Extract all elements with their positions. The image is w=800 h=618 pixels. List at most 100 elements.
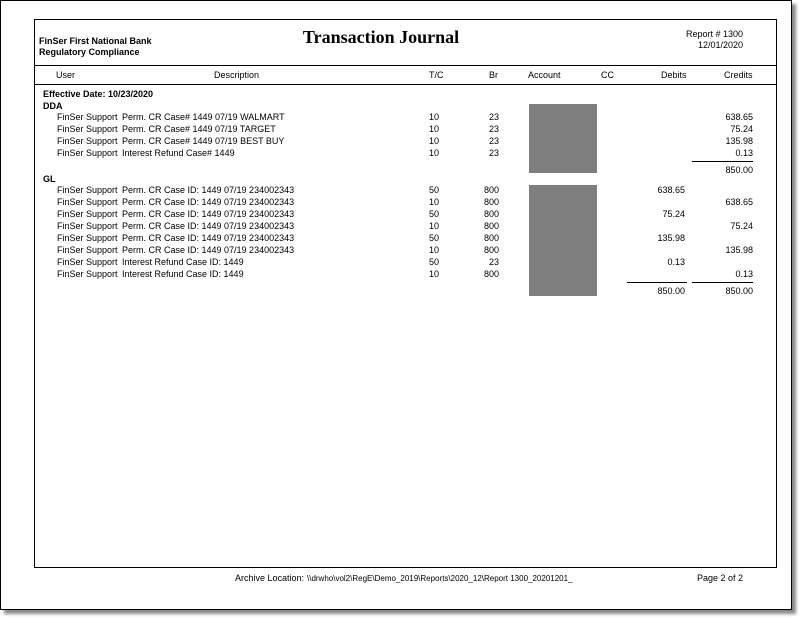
row-branch: 800	[483, 269, 499, 279]
bank-header: FinSer First National Bank Regulatory Co…	[39, 36, 152, 58]
section-gl: GL	[43, 174, 56, 184]
table-row: FinSer Support Perm. CR Case# 1449 07/19 …	[1, 112, 791, 124]
row-tc: 10	[428, 197, 439, 207]
report-info: Report # 1300 12/01/2020	[686, 29, 743, 51]
row-branch: 800	[483, 209, 499, 219]
report-page: FinSer First National Bank Regulatory Co…	[0, 0, 792, 610]
row-user: FinSer Support	[57, 112, 118, 122]
table-row: FinSer Support Perm. CR Case# 1449 07/19 …	[1, 124, 791, 136]
row-user: FinSer Support	[57, 148, 118, 158]
row-description: Perm. CR Case ID: 1449 07/19 234002343	[122, 209, 295, 219]
row-debit: 638.65	[657, 185, 685, 195]
row-description: Perm. CR Case ID: 1449 07/19 234002343	[122, 221, 295, 231]
col-credits: Credits	[724, 70, 753, 80]
col-br: Br	[489, 70, 498, 80]
row-tc: 10	[428, 148, 439, 158]
row-tc: 10	[428, 124, 439, 134]
row-branch: 23	[488, 148, 499, 158]
row-tc: 10	[428, 269, 439, 279]
table-row: FinSer Support Perm. CR Case ID: 1449 07/…	[1, 221, 791, 233]
report-title: Transaction Journal	[302, 27, 460, 47]
column-divider	[34, 84, 777, 85]
gl-total-debit: 850.00	[657, 286, 685, 296]
row-description: Interest Refund Case ID: 1449	[122, 269, 244, 279]
section-dda: DDA	[43, 101, 63, 111]
row-branch: 23	[488, 112, 499, 122]
row-tc: 10	[428, 221, 439, 231]
table-row: FinSer Support Perm. CR Case ID: 1449 07/…	[1, 185, 791, 197]
row-debit: 0.13	[667, 257, 685, 267]
archive-label: Archive Location:	[235, 573, 305, 583]
row-user: FinSer Support	[57, 136, 118, 146]
dda-sum-rule	[692, 161, 753, 162]
row-credit: 75.24	[730, 124, 753, 134]
table-row: FinSer Support Interest Refund Case ID: 1…	[1, 269, 791, 281]
effective-date: Effective Date: 10/23/2020	[43, 89, 154, 99]
row-description: Perm. CR Case ID: 1449 07/19 234002343	[122, 197, 295, 207]
row-credit: 75.24	[730, 221, 753, 231]
row-user: FinSer Support	[57, 257, 118, 267]
row-debit: 135.98	[657, 233, 685, 243]
row-branch: 800	[483, 233, 499, 243]
page-border-left	[34, 19, 35, 567]
row-credit: 638.65	[725, 112, 753, 122]
row-tc: 10	[428, 112, 439, 122]
row-tc: 10	[428, 245, 439, 255]
row-branch: 23	[488, 136, 499, 146]
row-description: Perm. CR Case# 1449 07/19 BEST BUY	[122, 136, 285, 146]
row-branch: 800	[483, 185, 499, 195]
table-row: FinSer Support Perm. CR Case# 1449 07/19 …	[1, 136, 791, 148]
account-redaction-gl	[529, 185, 597, 296]
row-tc: 50	[428, 185, 439, 195]
row-user: FinSer Support	[57, 233, 118, 243]
row-branch: 800	[483, 221, 499, 231]
row-branch: 800	[483, 245, 499, 255]
row-credit: 135.98	[725, 136, 753, 146]
table-row: FinSer Support Perm. CR Case ID: 1449 07/…	[1, 209, 791, 221]
bank-dept: Regulatory Compliance	[39, 47, 140, 57]
row-tc: 50	[428, 257, 439, 267]
row-description: Perm. CR Case ID: 1449 07/19 234002343	[122, 185, 295, 195]
row-tc: 10	[428, 136, 439, 146]
col-cc: CC	[601, 70, 614, 80]
row-user: FinSer Support	[57, 245, 118, 255]
row-description: Perm. CR Case ID: 1449 07/19 234002343	[122, 233, 295, 243]
page-border-bottom	[34, 567, 777, 568]
archive-path: \\drwho\vol2\RegE\Demo_2019\Reports\2020…	[307, 574, 573, 583]
row-credit: 0.13	[735, 148, 753, 158]
row-user: FinSer Support	[57, 269, 118, 279]
col-description: Description	[214, 70, 260, 80]
table-row: FinSer Support Perm. CR Case ID: 1449 07/…	[1, 197, 791, 209]
page-number: Page 2 of 2	[696, 573, 743, 583]
header-divider	[34, 65, 777, 66]
account-redaction-dda	[529, 104, 597, 173]
row-description: Interest Refund Case# 1449	[122, 148, 235, 158]
row-user: FinSer Support	[57, 197, 118, 207]
row-description: Perm. CR Case ID: 1449 07/19 234002343	[122, 245, 295, 255]
report-number: Report # 1300	[685, 29, 743, 39]
row-debit: 75.24	[662, 209, 685, 219]
row-description: Interest Refund Case ID: 1449	[122, 257, 244, 267]
row-description: Perm. CR Case# 1449 07/19 WALMART	[122, 112, 285, 122]
col-user: User	[56, 70, 76, 80]
row-user: FinSer Support	[57, 185, 118, 195]
table-row: FinSer Support Interest Refund Case ID: 1…	[1, 257, 791, 269]
row-credit: 0.13	[735, 269, 753, 279]
row-branch: 23	[488, 124, 499, 134]
row-branch: 800	[483, 197, 499, 207]
row-branch: 23	[488, 257, 499, 267]
row-description: Perm. CR Case# 1449 07/19 TARGET	[122, 124, 276, 134]
gl-credit-sum-rule	[692, 282, 753, 283]
row-credit: 638.65	[725, 197, 753, 207]
row-user: FinSer Support	[57, 221, 118, 231]
table-row: FinSer Support Interest Refund Case# 1449…	[1, 148, 791, 160]
dda-total-credit: 850.00	[725, 165, 753, 175]
report-date: 12/01/2020	[697, 40, 743, 50]
col-tc: T/C	[429, 70, 444, 80]
col-debits: Debits	[661, 70, 687, 80]
bank-name: FinSer First National Bank	[39, 36, 152, 46]
row-tc: 50	[428, 233, 439, 243]
table-row: FinSer Support Perm. CR Case ID: 1449 07/…	[1, 233, 791, 245]
row-user: FinSer Support	[57, 124, 118, 134]
table-row: FinSer Support Perm. CR Case ID: 1449 07/…	[1, 245, 791, 257]
